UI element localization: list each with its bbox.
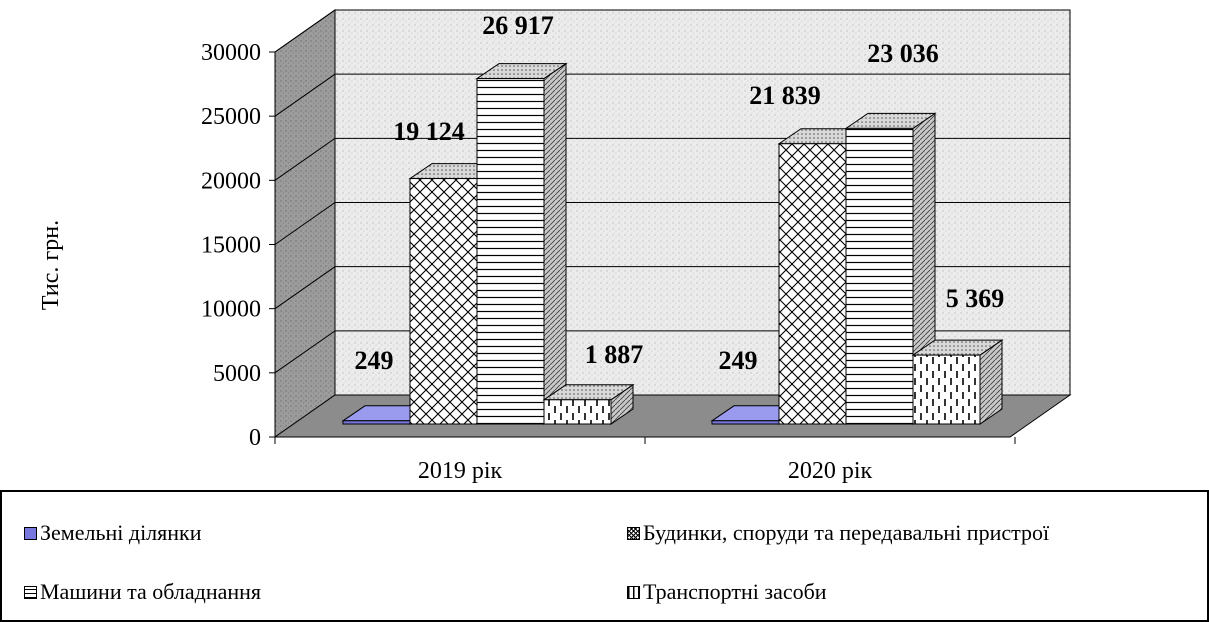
data-label: 1 887 [585,340,644,369]
x-tick-label: 2020 рік [788,458,873,484]
legend-item-machines: Машини та обладнання [24,579,261,605]
data-label: 249 [719,346,758,375]
legend-label-machines: Машини та обладнання [40,579,262,604]
data-label: 26 917 [482,11,554,40]
legend-item-buildings: Будинки, споруди та передавальні пристро… [627,520,1049,546]
bar-front [912,354,981,425]
legend: Земельні ділянки Будинки, споруди та пер… [0,490,1209,622]
legend-item-vehicles: Транспортні засоби [627,579,827,605]
data-label: 19 124 [393,117,465,146]
legend-label-land: Земельні ділянки [40,520,202,545]
bar-side [543,62,567,425]
y-tick-label: 5000 [213,361,261,387]
chart: 0 5000 10000 15000 20000 25000 30000 2019 рік 2… [38,9,1072,484]
x-tick-label: 2019 рік [418,458,503,484]
y-tick-label: 20000 [201,168,261,194]
legend-swatch-land [24,526,37,540]
bar [911,339,1004,425]
gridline [274,73,1070,117]
bar-front [543,399,612,425]
y-tick-label: 0 [249,425,261,451]
bar-front [342,420,411,425]
y-axis-title: Тис. грн. [38,220,64,310]
data-label: 21 839 [749,81,821,110]
legend-label-buildings: Будинки, споруди та передавальні пристро… [643,520,1050,545]
legend-label-vehicles: Транспортні засоби [643,579,827,604]
data-label: 5 369 [946,284,1005,313]
gridline [274,9,1070,53]
data-label: 23 036 [867,39,939,68]
bar-front [845,127,914,425]
y-tick-label: 30000 [201,40,261,66]
bar-front [476,78,545,425]
y-tick-label: 15000 [201,233,261,259]
legend-swatch-buildings [627,526,640,540]
legend-swatch-machines [24,585,37,599]
legend-item-land: Земельні ділянки [24,520,202,546]
bar [475,62,568,425]
legend-swatch-vehicles [627,585,640,599]
bar-front [778,143,847,425]
bar [844,112,937,425]
y-tick-label: 10000 [201,297,261,323]
bar-front [409,178,478,425]
y-tick-label: 25000 [201,104,261,130]
data-label: 249 [355,346,394,375]
bar [542,383,635,425]
bar-front [711,420,780,425]
